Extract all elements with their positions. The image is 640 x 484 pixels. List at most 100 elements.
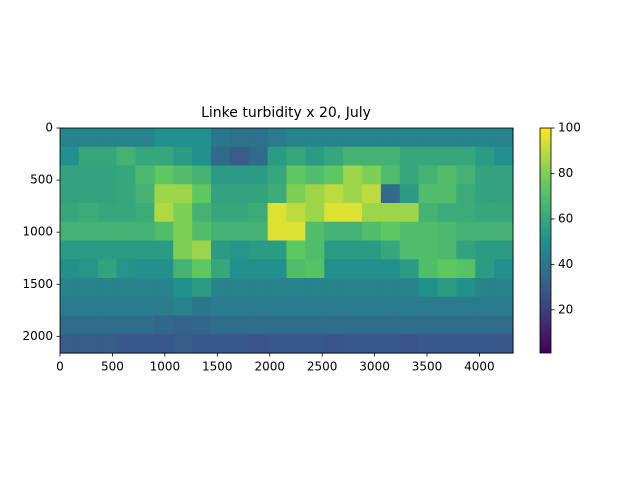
heat-cell [78, 184, 99, 204]
heat-cell [97, 259, 118, 279]
heat-cell [362, 128, 382, 148]
heat-cell [456, 315, 476, 335]
heat-cell [154, 240, 174, 260]
heat-cell [154, 146, 174, 167]
heat-cell [60, 278, 80, 298]
heat-cell [437, 334, 457, 354]
heat-cell [324, 240, 344, 260]
heat-cell [248, 184, 269, 204]
heat-cell [380, 240, 401, 260]
y-tick-label: 1500 [22, 277, 53, 291]
heat-cell [173, 296, 193, 317]
heat-cell [267, 128, 288, 148]
heat-cell [173, 240, 193, 260]
heat-cell [437, 296, 457, 317]
heat-cell [192, 240, 212, 260]
x-tick-label: 3000 [359, 360, 390, 374]
heat-cell [456, 221, 476, 242]
heat-cell [267, 165, 288, 185]
heat-cell [343, 221, 363, 242]
heat-cell [135, 203, 155, 223]
heat-cell [192, 203, 212, 223]
heat-cell [229, 259, 250, 279]
heat-cell [211, 315, 231, 335]
heat-cell [192, 146, 212, 167]
x-tick-label: 1000 [150, 360, 181, 374]
heat-cell [437, 259, 457, 279]
heat-cell [437, 315, 457, 335]
heat-cell [267, 184, 288, 204]
heat-cell [456, 296, 476, 317]
heat-cell [362, 278, 382, 298]
heat-cell [475, 221, 495, 242]
x-tick-label: 0 [56, 360, 64, 374]
heat-cell [380, 146, 401, 167]
heat-cell [211, 259, 231, 279]
heat-cell [78, 259, 99, 279]
heat-cell [399, 278, 420, 298]
heat-cell [116, 221, 137, 242]
heat-cell [418, 315, 439, 335]
heat-cell [324, 278, 344, 298]
heat-cell [343, 278, 363, 298]
heat-cell [135, 296, 155, 317]
heat-cell [362, 165, 382, 185]
heat-cell [135, 146, 155, 167]
heat-cell [343, 240, 363, 260]
heat-cell [475, 240, 495, 260]
heat-cell [399, 184, 420, 204]
x-tick-label: 2500 [307, 360, 338, 374]
heat-cell [229, 278, 250, 298]
heat-cell [60, 146, 80, 167]
heat-cell [305, 334, 325, 354]
heat-cell [437, 165, 457, 185]
heat-cell [192, 165, 212, 185]
heat-cell [380, 259, 401, 279]
heat-cell [437, 240, 457, 260]
heat-cell [362, 146, 382, 167]
heat-cell [475, 146, 495, 167]
heat-cell [286, 128, 306, 148]
heat-cell [248, 240, 269, 260]
heat-cell [116, 296, 137, 317]
heat-cell [267, 296, 288, 317]
heat-cell [494, 278, 514, 298]
heat-cell [116, 128, 137, 148]
heat-cell [211, 278, 231, 298]
heat-cell [97, 240, 118, 260]
heat-cell [494, 203, 514, 223]
y-tick-label: 1000 [22, 225, 53, 239]
heat-cell [286, 259, 306, 279]
heat-cell [248, 259, 269, 279]
heat-cell [97, 128, 118, 148]
heat-cell [475, 278, 495, 298]
heat-cell [211, 146, 231, 167]
heat-cell [248, 146, 269, 167]
heat-cell [362, 315, 382, 335]
heat-cell [343, 203, 363, 223]
heat-cell [305, 184, 325, 204]
heat-cell [475, 296, 495, 317]
heat-cell [305, 146, 325, 167]
heat-cell [60, 315, 80, 335]
heat-cell [286, 184, 306, 204]
heat-cell [362, 240, 382, 260]
heat-cell [154, 184, 174, 204]
heat-cell [418, 203, 439, 223]
heat-cell [418, 165, 439, 185]
heat-cell [173, 315, 193, 335]
heat-cell [78, 315, 99, 335]
heat-cell [362, 184, 382, 204]
heat-cell [116, 165, 137, 185]
heat-cell [456, 165, 476, 185]
heat-cell [418, 259, 439, 279]
heat-cell [399, 240, 420, 260]
heat-cell [286, 240, 306, 260]
heat-cell [324, 128, 344, 148]
heat-cell [399, 315, 420, 335]
heat-cell [380, 165, 401, 185]
heat-cell [248, 128, 269, 148]
heat-cell [60, 221, 80, 242]
heat-cell [362, 334, 382, 354]
